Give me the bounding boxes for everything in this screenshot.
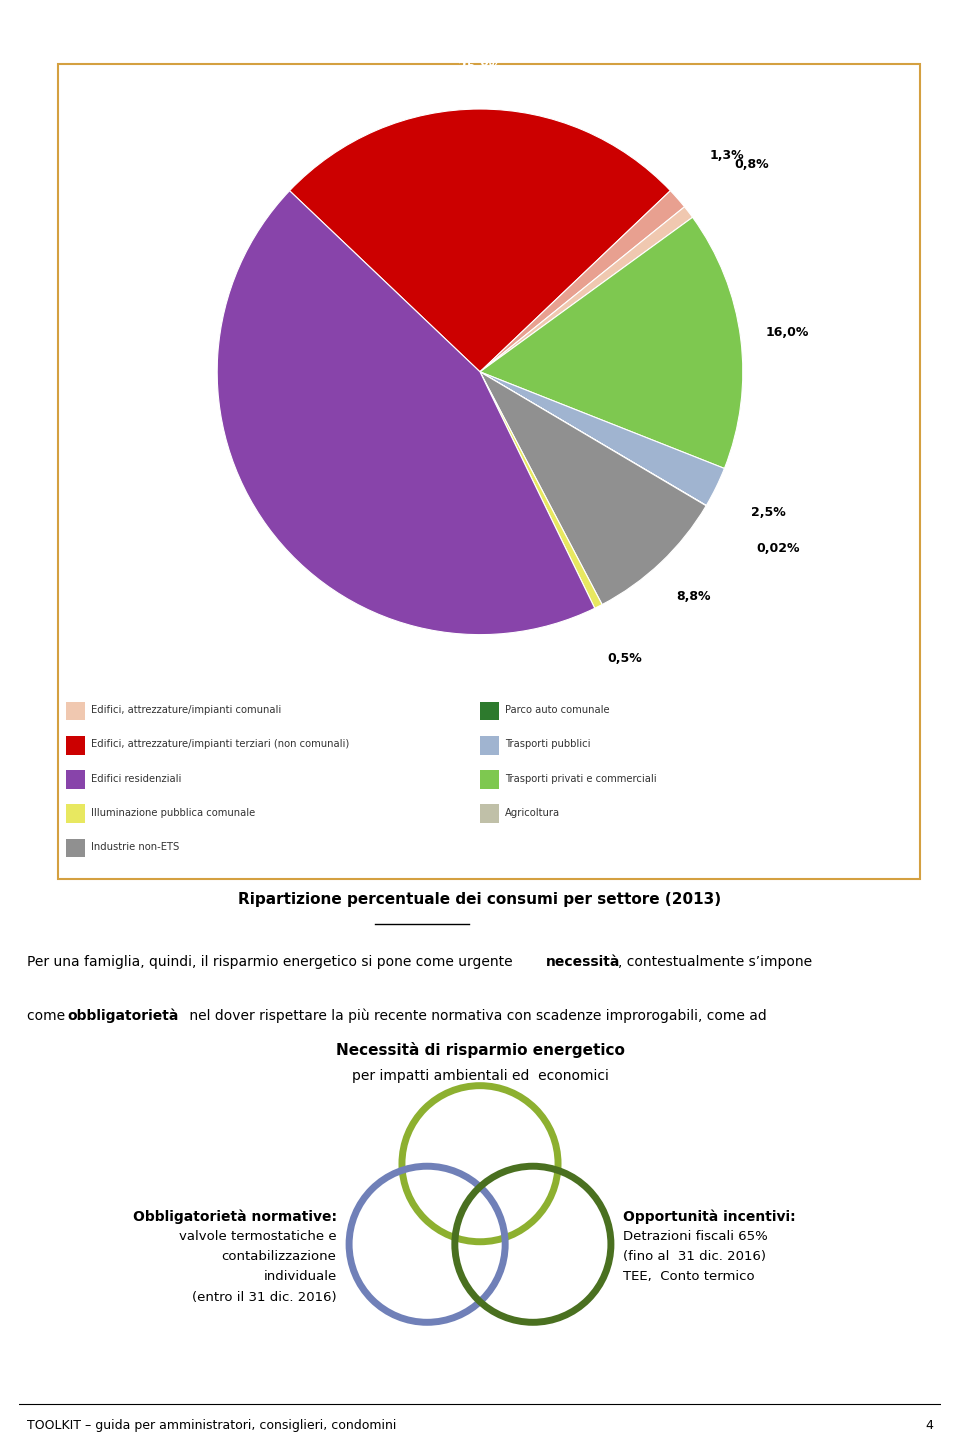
Text: Parco auto comunale: Parco auto comunale bbox=[505, 705, 610, 715]
Bar bbox=[66, 839, 84, 858]
Text: Edifici, attrezzature/impianti terziari (non comunali): Edifici, attrezzature/impianti terziari … bbox=[91, 739, 349, 749]
Text: Trasporti pubblici: Trasporti pubblici bbox=[505, 739, 590, 749]
Text: contabilizzazione: contabilizzazione bbox=[222, 1251, 337, 1264]
Text: individuale: individuale bbox=[263, 1271, 337, 1284]
Text: obbligatorietà: obbligatorietà bbox=[67, 1008, 179, 1024]
Bar bbox=[480, 736, 498, 755]
Text: 0,02%: 0,02% bbox=[756, 542, 801, 554]
Text: nel dover rispettare la più recente normativa con scadenze improrogabili, come a: nel dover rispettare la più recente norm… bbox=[185, 1008, 767, 1024]
Wedge shape bbox=[290, 108, 670, 371]
Bar bbox=[66, 736, 84, 755]
Text: valvole termostatiche e: valvole termostatiche e bbox=[179, 1230, 337, 1243]
Text: , contestualmente s’impone: , contestualmente s’impone bbox=[618, 954, 812, 969]
Text: necessità: necessità bbox=[545, 954, 620, 969]
Bar bbox=[480, 804, 498, 823]
Text: Industrie non-ETS: Industrie non-ETS bbox=[91, 842, 180, 852]
Text: Per una famiglia, quindi, il risparmio energetico si pone come urgente: Per una famiglia, quindi, il risparmio e… bbox=[27, 954, 516, 969]
Text: Obbligatorietà normative:: Obbligatorietà normative: bbox=[132, 1209, 337, 1225]
Bar bbox=[66, 804, 84, 823]
Text: Edifici, attrezzature/impianti comunali: Edifici, attrezzature/impianti comunali bbox=[91, 705, 281, 715]
Text: 0,8%: 0,8% bbox=[734, 157, 769, 170]
Text: 2,5%: 2,5% bbox=[751, 507, 785, 520]
Text: Illuminazione pubblica comunale: Illuminazione pubblica comunale bbox=[91, 807, 255, 817]
Wedge shape bbox=[480, 217, 743, 468]
Text: Agricoltura: Agricoltura bbox=[505, 807, 561, 817]
Text: Edifici residenziali: Edifici residenziali bbox=[91, 774, 181, 784]
Bar bbox=[66, 770, 84, 788]
Wedge shape bbox=[480, 191, 684, 371]
Wedge shape bbox=[480, 371, 602, 608]
Text: Ripartizione percentuale dei consumi per settore (2013): Ripartizione percentuale dei consumi per… bbox=[238, 892, 722, 907]
Text: Detrazioni fiscali 65%: Detrazioni fiscali 65% bbox=[623, 1230, 768, 1243]
Text: per impatti ambientali ed  economici: per impatti ambientali ed economici bbox=[351, 1069, 609, 1083]
Text: Necessità di risparmio energetico: Necessità di risparmio energetico bbox=[336, 1043, 624, 1058]
Bar bbox=[58, 64, 920, 879]
Text: (fino al  31 dic. 2016): (fino al 31 dic. 2016) bbox=[623, 1251, 766, 1264]
Wedge shape bbox=[480, 371, 707, 505]
Bar bbox=[480, 702, 498, 721]
Text: 44,3%: 44,3% bbox=[225, 536, 268, 549]
Bar bbox=[66, 702, 84, 721]
Wedge shape bbox=[480, 371, 725, 505]
Bar bbox=[480, 770, 498, 788]
Text: 25,8%: 25,8% bbox=[458, 61, 502, 74]
Text: (entro il 31 dic. 2016): (entro il 31 dic. 2016) bbox=[192, 1291, 337, 1304]
Text: 16,0%: 16,0% bbox=[766, 326, 809, 339]
Text: 1,3%: 1,3% bbox=[709, 149, 744, 162]
Text: TOOLKIT – guida per amministratori, consiglieri, condomini: TOOLKIT – guida per amministratori, cons… bbox=[27, 1419, 396, 1432]
Text: Trasporti privati e commerciali: Trasporti privati e commerciali bbox=[505, 774, 657, 784]
Text: 8,8%: 8,8% bbox=[676, 591, 710, 604]
Text: 4: 4 bbox=[925, 1419, 933, 1432]
Text: 0,5%: 0,5% bbox=[607, 651, 641, 664]
Wedge shape bbox=[480, 206, 692, 371]
Text: TEE,  Conto termico: TEE, Conto termico bbox=[623, 1271, 756, 1284]
Text: come: come bbox=[27, 1009, 69, 1022]
Wedge shape bbox=[217, 191, 595, 634]
Text: Opportunità incentivi:: Opportunità incentivi: bbox=[623, 1209, 796, 1225]
Wedge shape bbox=[480, 371, 707, 605]
